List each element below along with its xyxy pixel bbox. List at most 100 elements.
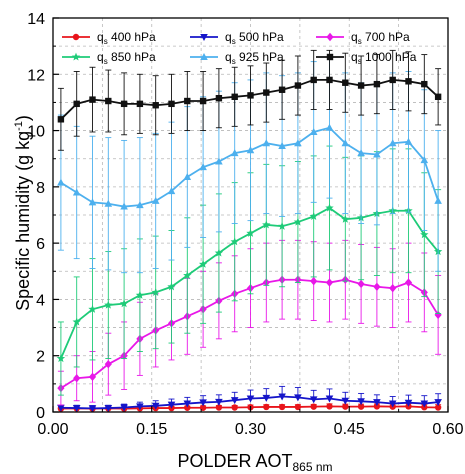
series-marker bbox=[388, 400, 397, 408]
series-marker bbox=[278, 86, 286, 93]
series-marker bbox=[215, 95, 223, 102]
series-marker bbox=[73, 100, 80, 108]
legend-item-3: qs 850 hPa bbox=[62, 50, 156, 66]
legend-label: qs 925 hPa bbox=[225, 50, 284, 66]
series-line bbox=[60, 278, 439, 389]
series-marker bbox=[105, 97, 112, 105]
series-marker bbox=[135, 290, 145, 299]
series-marker bbox=[310, 403, 317, 410]
series-marker bbox=[388, 139, 397, 147]
series-marker bbox=[404, 278, 413, 287]
series-marker bbox=[200, 53, 208, 60]
series-marker bbox=[230, 397, 239, 405]
series-marker bbox=[341, 214, 350, 223]
series-marker bbox=[326, 76, 333, 84]
series-marker bbox=[167, 282, 176, 291]
series-marker bbox=[215, 404, 223, 411]
legend-item-0: qs 400 hPa bbox=[62, 30, 156, 46]
series-marker bbox=[405, 78, 412, 85]
series-marker bbox=[373, 282, 381, 291]
series-line bbox=[60, 78, 439, 120]
series-marker bbox=[326, 403, 333, 410]
series-marker bbox=[434, 404, 442, 411]
series-marker bbox=[404, 137, 413, 145]
series-marker bbox=[72, 188, 81, 196]
series-marker bbox=[373, 403, 381, 410]
series-marker bbox=[373, 80, 381, 88]
series-marker bbox=[309, 212, 318, 220]
series-marker bbox=[200, 34, 208, 41]
y-tick-label: 2 bbox=[36, 349, 45, 366]
series-marker bbox=[263, 403, 270, 411]
series-marker bbox=[215, 157, 223, 165]
series-marker bbox=[357, 149, 365, 157]
series-marker bbox=[404, 399, 413, 407]
series-3 bbox=[56, 145, 443, 396]
series-marker bbox=[246, 146, 255, 154]
series-marker bbox=[341, 139, 350, 147]
series-marker bbox=[294, 139, 302, 147]
legend-label: qs 700 hPa bbox=[351, 30, 410, 46]
series-marker bbox=[262, 220, 271, 229]
series-marker bbox=[184, 404, 191, 411]
series-marker bbox=[183, 173, 192, 181]
series-marker bbox=[420, 400, 429, 408]
legend-item-4: qs 925 hPa bbox=[190, 50, 284, 66]
series-marker bbox=[357, 398, 365, 406]
series-marker bbox=[167, 401, 176, 409]
series-marker bbox=[88, 405, 97, 413]
series-marker bbox=[57, 116, 65, 123]
series-marker bbox=[104, 300, 113, 309]
series-marker bbox=[120, 100, 128, 108]
series-layer bbox=[56, 49, 443, 413]
series-marker bbox=[136, 201, 144, 209]
series-marker bbox=[310, 76, 317, 84]
series-marker bbox=[214, 248, 224, 257]
x-tick-label: 0.15 bbox=[136, 421, 167, 438]
series-marker bbox=[72, 405, 81, 413]
series-marker bbox=[357, 279, 365, 289]
series-marker bbox=[230, 149, 239, 157]
series-line bbox=[60, 126, 439, 208]
series-marker bbox=[326, 53, 334, 61]
series-marker bbox=[309, 396, 318, 404]
series-marker bbox=[294, 403, 302, 411]
legend-label: qs 400 hPa bbox=[97, 30, 156, 46]
series-5 bbox=[57, 49, 442, 151]
series-1 bbox=[57, 385, 442, 413]
y-tick-label: 14 bbox=[27, 11, 45, 28]
series-marker bbox=[57, 404, 65, 412]
series-marker bbox=[278, 142, 286, 150]
series-marker bbox=[373, 150, 381, 158]
y-tick-label: 6 bbox=[36, 236, 45, 253]
series-marker bbox=[199, 97, 207, 105]
y-tick-label: 12 bbox=[27, 67, 45, 84]
series-marker bbox=[73, 374, 81, 383]
series-marker bbox=[357, 403, 365, 410]
series-marker bbox=[151, 402, 160, 410]
series-marker bbox=[72, 33, 80, 41]
series-marker bbox=[277, 221, 287, 230]
series-marker bbox=[310, 276, 318, 286]
series-marker bbox=[120, 404, 128, 412]
series-marker bbox=[183, 271, 192, 280]
legend-label: qs 1000 hPa bbox=[351, 50, 417, 66]
x-axis-label: POLDER AOT865 nm bbox=[177, 451, 332, 474]
y-tick-label: 8 bbox=[36, 180, 45, 197]
x-tick-label: 0.00 bbox=[37, 421, 68, 438]
series-marker bbox=[373, 399, 381, 407]
series-marker bbox=[309, 127, 318, 135]
y-tick-label: 4 bbox=[36, 292, 45, 309]
series-marker bbox=[341, 397, 350, 405]
series-marker bbox=[136, 403, 144, 411]
series-marker bbox=[215, 398, 223, 406]
series-marker bbox=[199, 399, 207, 407]
series-marker bbox=[325, 395, 334, 403]
series-marker bbox=[104, 359, 112, 369]
series-marker bbox=[231, 404, 238, 411]
series-marker bbox=[120, 202, 128, 210]
legend-label: qs 850 hPa bbox=[97, 50, 156, 66]
series-2 bbox=[57, 239, 442, 406]
series-marker bbox=[104, 199, 113, 207]
